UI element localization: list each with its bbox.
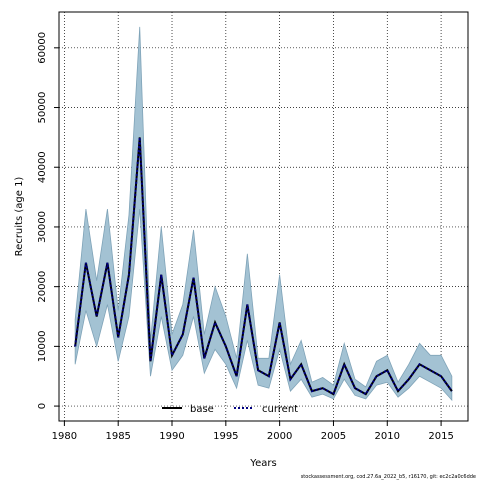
- legend-label-current: current: [262, 404, 298, 415]
- series-layer: [74, 137, 453, 396]
- y-tick-label-10000: 10000: [37, 330, 48, 362]
- y-tick-label-40000: 40000: [37, 151, 48, 183]
- x-tick-label-2005: 2005: [321, 431, 346, 442]
- legend-label-base: base: [190, 404, 214, 415]
- y-tick-label-20000: 20000: [37, 271, 48, 303]
- footer-provenance: stockassessment.org, cod.27.6a_2022_b5, …: [301, 474, 476, 480]
- x-axis-ticks: 1980 1985 1990 1995 2000 2005 2010 2015: [52, 421, 454, 442]
- legend: base current: [162, 404, 298, 415]
- x-tick-label-1985: 1985: [105, 431, 130, 442]
- y-tick-label-30000: 30000: [37, 211, 48, 243]
- confidence-band: [74, 26, 453, 402]
- x-tick-label-2010: 2010: [375, 431, 400, 442]
- y-axis-ticks: 0 10000 20000 30000 40000 50000 60000: [37, 32, 59, 409]
- confidence-band-layer: [74, 26, 453, 402]
- y-tick-label-0: 0: [37, 403, 48, 409]
- x-axis-title: Years: [249, 458, 276, 469]
- series-line-base: [74, 137, 453, 396]
- grid-lines: [59, 12, 468, 421]
- y-axis-title: Recruits (age 1): [14, 177, 25, 257]
- x-tick-label-1980: 1980: [52, 431, 77, 442]
- x-tick-label-2015: 2015: [428, 431, 453, 442]
- y-tick-label-60000: 60000: [37, 32, 48, 64]
- y-tick-label-50000: 50000: [37, 92, 48, 124]
- x-tick-label-1995: 1995: [213, 431, 238, 442]
- x-tick-label-1990: 1990: [159, 431, 184, 442]
- x-tick-label-2000: 2000: [267, 431, 292, 442]
- plot-frame: [58, 11, 469, 422]
